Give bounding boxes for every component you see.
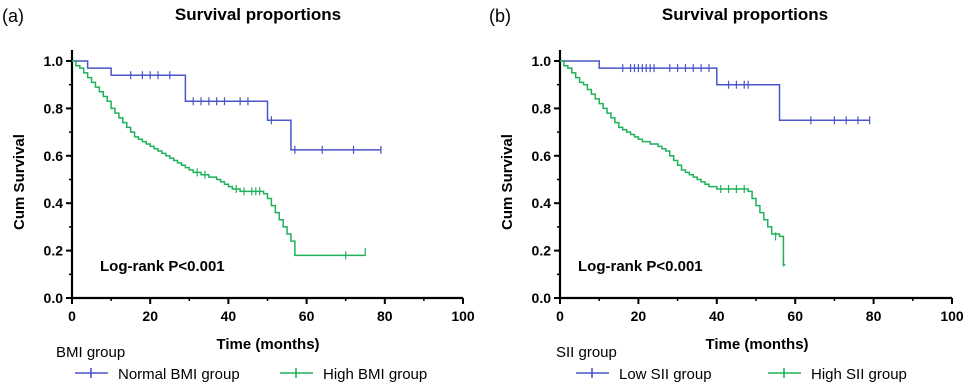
panel-a-y-tick-label: 0.4 bbox=[44, 195, 64, 211]
panel-a-x-tick-label: 40 bbox=[221, 308, 237, 324]
panel-b-legend-title: SII group bbox=[556, 344, 617, 361]
panel-a-x-tick-label: 20 bbox=[142, 308, 158, 324]
panel-b-series-0-curve bbox=[560, 60, 870, 121]
panel-b-x-tick-label: 40 bbox=[709, 308, 725, 324]
panel-b-x-tick-label: 20 bbox=[631, 308, 647, 324]
panel-b-legend-label-1: High SII group bbox=[811, 366, 907, 383]
panel-b-annotation: Log-rank P<0.001 bbox=[578, 258, 703, 275]
panel-a-ylabel: Cum Survival bbox=[11, 134, 28, 230]
panel-a-title: Survival proportions bbox=[175, 5, 341, 24]
panel-a-series-0-curve bbox=[72, 60, 381, 151]
panel-a-y-tick-label: 0.8 bbox=[44, 100, 64, 116]
panel-b-x-tick-label: 100 bbox=[940, 308, 964, 324]
panel-a: (a) Survival proportions Cum Survival Ti… bbox=[2, 5, 475, 383]
panel-b-y-tick-label: 0.6 bbox=[532, 148, 552, 164]
panel-b-legend-label-0: Low SII group bbox=[619, 366, 712, 383]
panel-a-legend-title: BMI group bbox=[56, 344, 125, 361]
panel-a-annotation: Log-rank P<0.001 bbox=[100, 258, 225, 275]
panel-b-x-tick-label: 0 bbox=[556, 308, 564, 324]
panel-b-y-tick-label: 0.2 bbox=[532, 243, 552, 259]
panel-b: (b) Survival proportions Cum Survival Ti… bbox=[489, 5, 964, 383]
panel-a-x-tick-label: 80 bbox=[377, 308, 393, 324]
panel-a-label: (a) bbox=[2, 6, 24, 26]
panel-a-xlabel: Time (months) bbox=[216, 336, 319, 353]
panel-b-title: Survival proportions bbox=[662, 5, 828, 24]
panel-a-x-tick-label: 60 bbox=[299, 308, 315, 324]
panel-a-legend-label-1: High BMI group bbox=[323, 366, 427, 383]
panel-a-x-tick-label: 100 bbox=[451, 308, 475, 324]
panel-a-legend-label-0: Normal BMI group bbox=[118, 366, 240, 383]
panel-a-y-tick-label: 0.2 bbox=[44, 243, 64, 259]
panel-b-xlabel: Time (months) bbox=[705, 336, 808, 353]
panel-a-y-tick-label: 1.0 bbox=[44, 53, 64, 69]
panel-b-y-tick-label: 0.4 bbox=[532, 195, 552, 211]
panel-b-ylabel: Cum Survival bbox=[499, 134, 516, 230]
panel-b-label: (b) bbox=[489, 6, 511, 26]
panel-a-y-tick-label: 0.0 bbox=[44, 290, 64, 306]
panel-b-y-tick-label: 1.0 bbox=[532, 53, 552, 69]
panel-b-y-tick-label: 0.8 bbox=[532, 100, 552, 116]
panel-b-x-tick-label: 60 bbox=[787, 308, 803, 324]
panel-b-series-1-curve bbox=[560, 60, 786, 266]
panel-b-x-tick-label: 80 bbox=[866, 308, 882, 324]
panel-a-series-1-curve bbox=[72, 60, 366, 257]
panel-b-y-tick-label: 0.0 bbox=[532, 290, 552, 306]
panel-a-x-tick-label: 0 bbox=[68, 308, 76, 324]
panel-a-y-tick-label: 0.6 bbox=[44, 148, 64, 164]
